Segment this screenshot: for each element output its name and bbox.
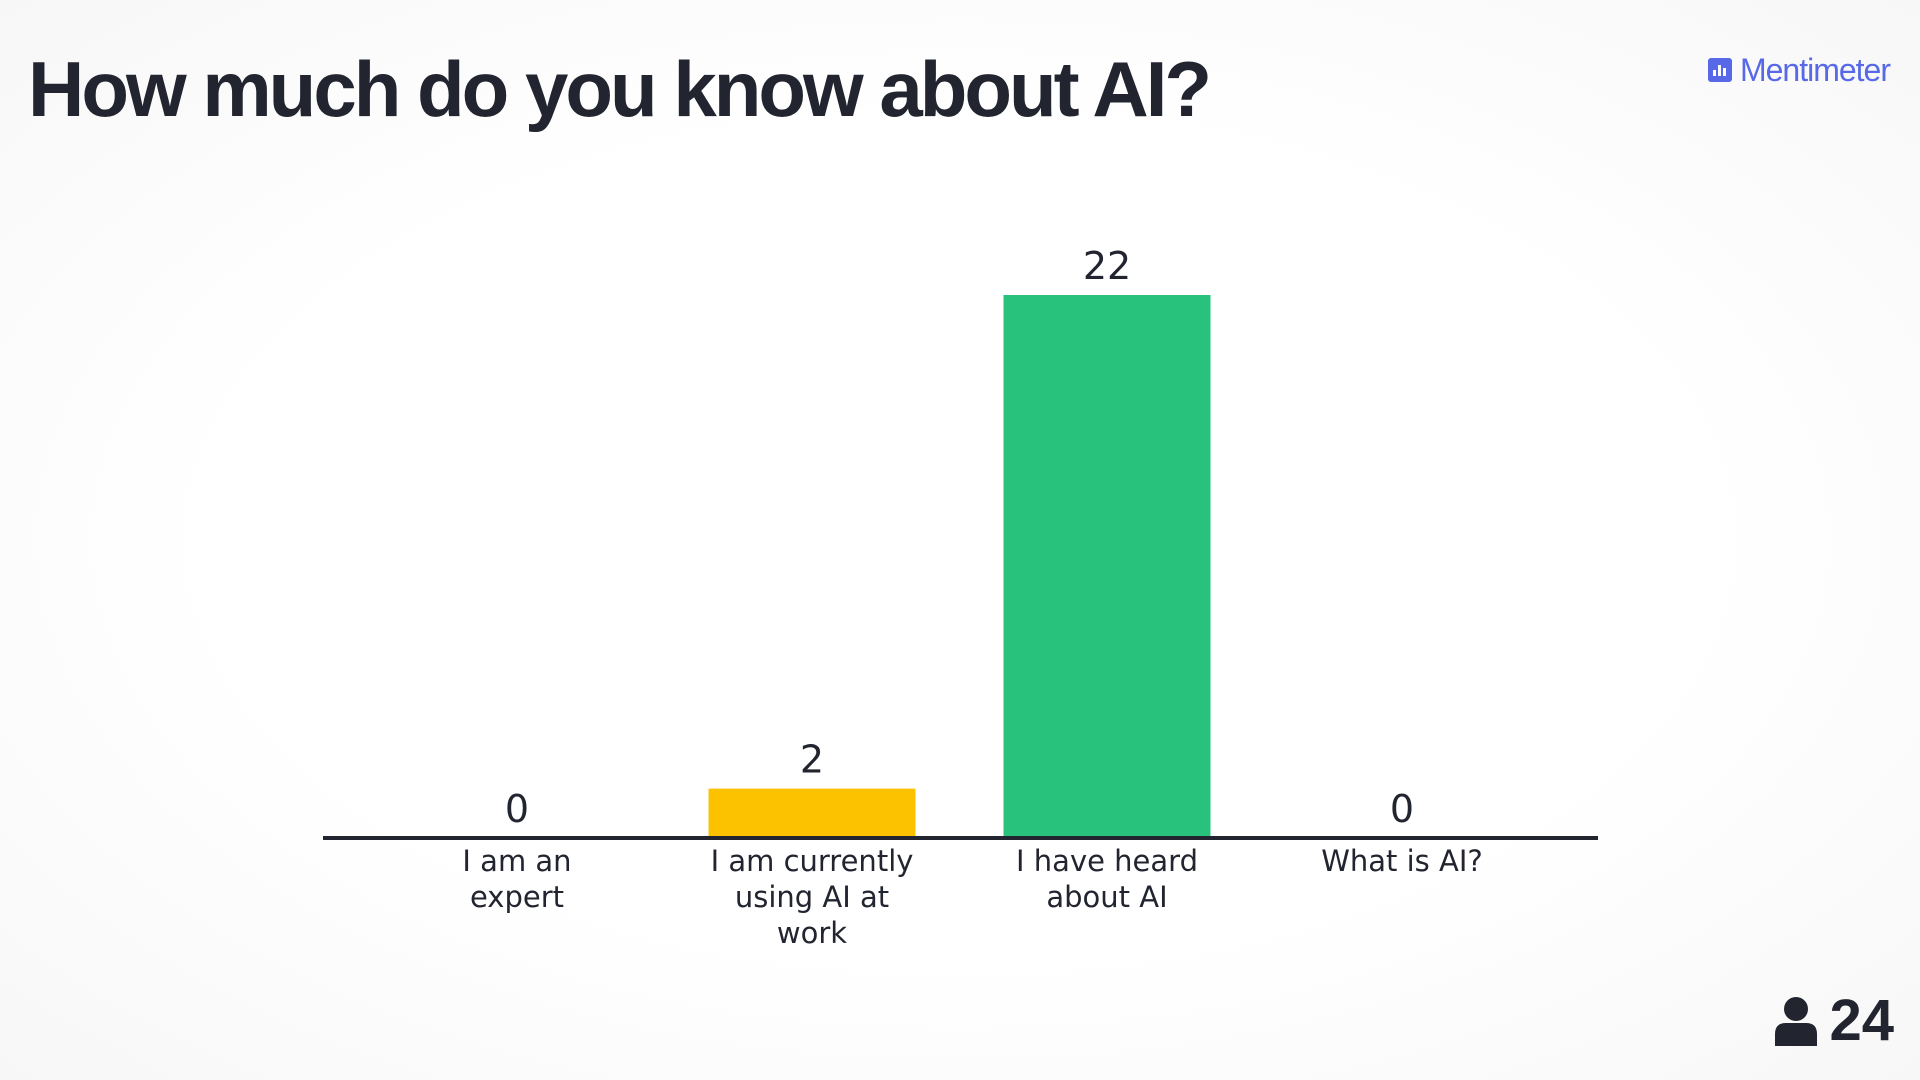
category-label-0-1: expert xyxy=(470,880,564,914)
bar-value-1: 2 xyxy=(800,738,824,782)
bar-value-0: 0 xyxy=(505,787,529,831)
category-label-1-1: using AI at xyxy=(735,880,889,914)
question-title: How much do you know about AI? xyxy=(28,45,1212,133)
category-label-2-0: I have heard xyxy=(1016,844,1198,878)
participant-counter: 24 xyxy=(1773,992,1894,1050)
bar-value-2: 22 xyxy=(1083,244,1131,288)
category-label-1-2: work xyxy=(777,916,847,950)
category-label-2-1: about AI xyxy=(1046,880,1167,914)
bar-1 xyxy=(708,788,916,838)
category-label-0-0: I am an xyxy=(462,844,571,878)
bar-chart-icon xyxy=(1707,58,1732,82)
person-icon xyxy=(1775,997,1818,1046)
bar-2 xyxy=(1003,295,1211,838)
bar-value-3: 0 xyxy=(1390,787,1414,831)
category-label-3-0: What is AI? xyxy=(1321,844,1483,878)
brand-name: Mentimeter xyxy=(1739,51,1891,88)
mentimeter-logo: Mentimeter xyxy=(1707,50,1891,90)
participants-count: 24 xyxy=(1829,988,1894,1053)
category-label-1-0: I am currently xyxy=(711,844,914,878)
